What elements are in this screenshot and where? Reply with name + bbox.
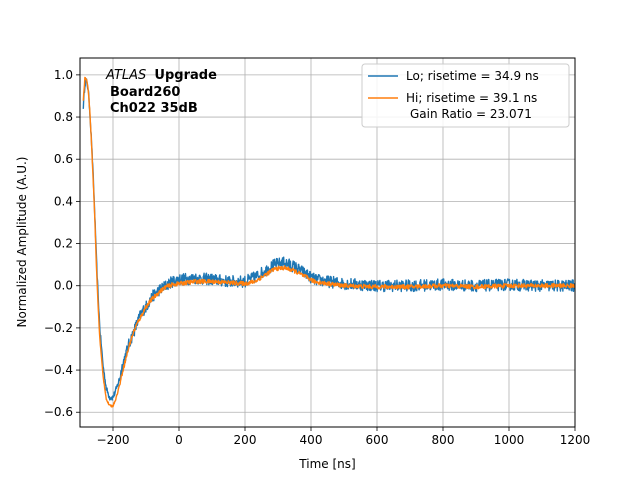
y-tick-label: −0.4: [44, 363, 73, 377]
annotation-atlas: ATLAS: [105, 68, 146, 83]
annotation-channel: Ch022 35dB: [110, 101, 198, 116]
x-tick-label: 0: [175, 433, 183, 447]
svg-text:ATLAS Upgrade: ATLAS Upgrade: [105, 68, 217, 83]
y-tick-label: 0.4: [54, 194, 73, 208]
y-axis-label: Normalized Amplitude (A.U.): [15, 157, 29, 328]
annotation: ATLAS Upgrade Board260 Ch022 35dB: [105, 68, 217, 116]
x-tick-label: 1000: [494, 433, 525, 447]
x-tick-label: 600: [366, 433, 389, 447]
series-hi-line: [82, 76, 575, 408]
x-axis-ticks: −200 0 200 400 600 800 1000 1200: [97, 427, 591, 447]
plot-area-frame: [79, 57, 576, 428]
legend-label-hi-2: Gain Ratio = 23.071: [410, 107, 532, 121]
series-layer: [82, 76, 575, 408]
annotation-board: Board260: [110, 85, 180, 100]
y-tick-label: 0.2: [54, 237, 73, 251]
y-axis-ticks: −0.6 −0.4 −0.2 0.0 0.2 0.4 0.6 0.8 1.0: [44, 68, 80, 419]
y-tick-label: 1.0: [54, 68, 73, 82]
y-tick-label: −0.6: [44, 405, 73, 419]
x-tick-label: 400: [300, 433, 323, 447]
x-tick-label: 200: [234, 433, 257, 447]
x-tick-label: 1200: [560, 433, 591, 447]
legend-label-hi-1: Hi; risetime = 39.1 ns: [406, 91, 537, 105]
annotation-upgrade: Upgrade: [154, 68, 217, 83]
legend: Lo; risetime = 34.9 ns Hi; risetime = 39…: [361, 63, 570, 128]
y-tick-label: −0.2: [44, 321, 73, 335]
y-tick-label: 0.8: [54, 110, 73, 124]
x-tick-label: 800: [432, 433, 455, 447]
legend-label-lo: Lo; risetime = 34.9 ns: [406, 69, 539, 83]
x-tick-label: −200: [97, 433, 130, 447]
x-axis-label: Time [ns]: [298, 457, 355, 471]
y-tick-label: 0.6: [54, 152, 73, 166]
legend-box: [361, 63, 570, 128]
y-tick-label: 0.0: [54, 279, 73, 293]
